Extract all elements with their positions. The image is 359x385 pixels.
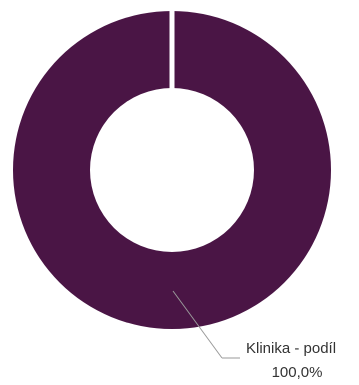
donut-slice — [12, 10, 332, 330]
slice-category-label: Klinika - podíl — [246, 340, 336, 357]
slice-group — [12, 9, 332, 330]
slice-value-label: 100,0% — [272, 364, 323, 380]
slice-separator — [169, 9, 175, 90]
leader-line — [172, 290, 223, 359]
